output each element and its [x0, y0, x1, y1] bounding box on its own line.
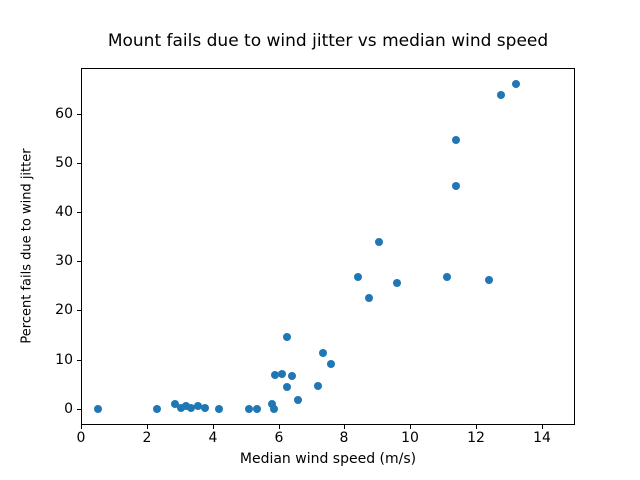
x-tick-mark: [542, 425, 543, 429]
data-point: [327, 359, 336, 368]
data-point: [319, 349, 328, 358]
x-tick-mark: [147, 425, 148, 429]
data-point: [245, 404, 253, 413]
data-point: [253, 404, 262, 413]
data-point: [442, 273, 451, 281]
x-tick-label: 0: [76, 430, 86, 446]
data-point: [271, 371, 280, 380]
data-point: [393, 279, 402, 288]
y-tick-mark: [77, 261, 81, 262]
data-point: [177, 403, 186, 412]
x-tick-label: 4: [208, 430, 218, 446]
x-tick-label: 12: [467, 430, 485, 446]
data-point: [269, 404, 278, 413]
x-tick-label: 14: [533, 430, 551, 446]
x-axis-label: Median wind speed (m/s): [239, 451, 417, 467]
data-point: [187, 404, 196, 413]
data-point: [193, 402, 202, 411]
x-tick-label: 8: [339, 430, 349, 446]
y-tick-label: 0: [64, 401, 73, 417]
data-point: [287, 371, 296, 380]
data-point: [294, 395, 303, 404]
data-point: [452, 182, 461, 190]
data-point: [152, 404, 161, 413]
y-tick-label: 50: [55, 155, 73, 171]
data-point: [452, 136, 461, 145]
data-point: [277, 370, 286, 379]
y-tick-label: 20: [55, 302, 73, 318]
data-point: [353, 273, 362, 281]
data-point: [511, 80, 520, 89]
chart-title: Mount fails due to wind jitter vs median…: [107, 31, 549, 51]
y-tick-label: 60: [55, 106, 73, 122]
data-point: [170, 399, 179, 408]
x-tick-label: 10: [401, 430, 419, 446]
data-point: [485, 275, 494, 284]
x-tick-label: 6: [274, 430, 284, 446]
data-point: [282, 382, 291, 391]
x-tick-mark: [476, 425, 477, 429]
data-point: [182, 402, 191, 411]
y-tick-mark: [77, 212, 81, 213]
data-point: [200, 403, 209, 412]
y-tick-label: 40: [55, 204, 73, 220]
data-point: [282, 332, 291, 341]
y-tick-mark: [77, 310, 81, 311]
data-point: [365, 294, 374, 303]
x-tick-mark: [344, 425, 345, 429]
data-point: [375, 237, 383, 246]
y-tick-mark: [77, 360, 81, 361]
x-tick-mark: [279, 425, 280, 429]
y-tick-mark: [77, 409, 81, 410]
x-tick-mark: [213, 425, 214, 429]
y-tick-mark: [77, 163, 81, 164]
x-tick-mark: [410, 425, 411, 429]
data-point: [93, 404, 102, 413]
data-point: [268, 400, 276, 409]
plot-area: [81, 68, 575, 425]
data-point: [314, 381, 323, 390]
y-tick-label: 30: [55, 253, 73, 269]
data-point: [215, 404, 224, 413]
y-tick-label: 10: [55, 352, 73, 368]
data-point: [496, 91, 505, 99]
x-tick-mark: [81, 425, 82, 429]
y-tick-mark: [77, 114, 81, 115]
x-tick-label: 2: [142, 430, 152, 446]
